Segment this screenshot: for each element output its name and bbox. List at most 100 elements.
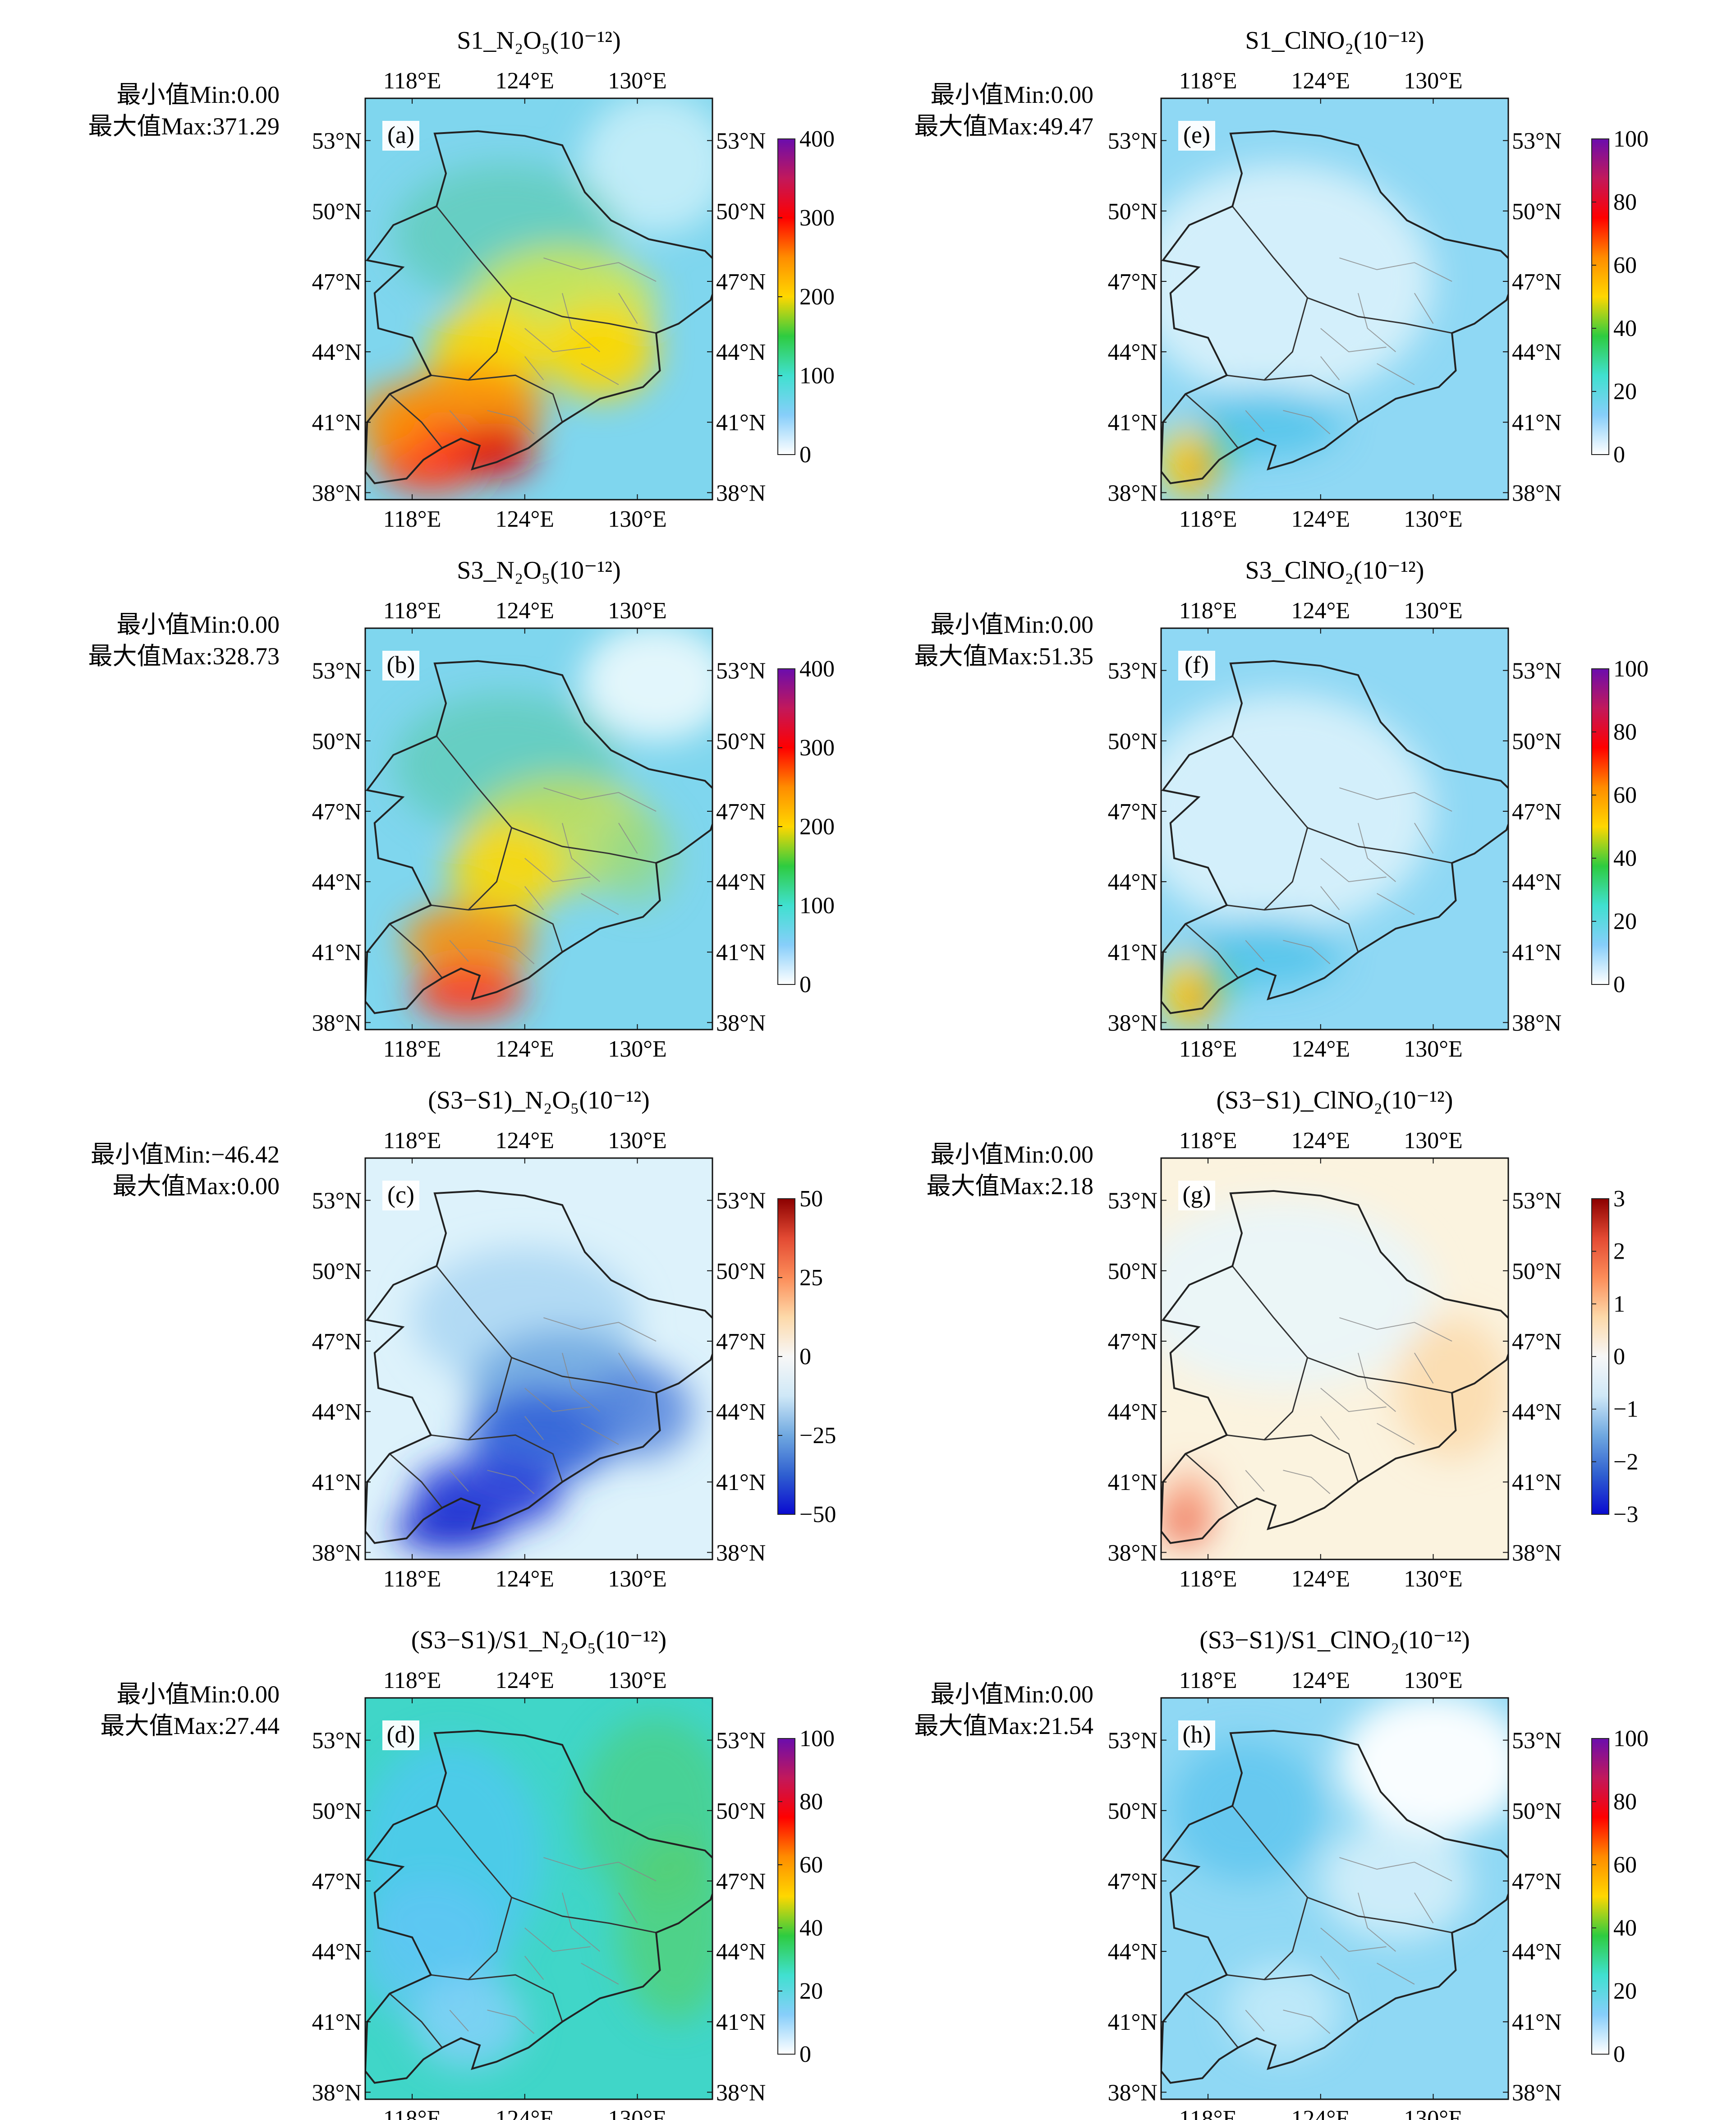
lat-label-left: 53°N	[312, 1188, 362, 1214]
lon-label-bottom: 118°E	[383, 1566, 441, 1592]
colorbar-tick-label: 100	[1613, 1726, 1649, 1752]
lon-label-bottom: 124°E	[496, 1566, 555, 1592]
lat-label-right: 53°N	[716, 658, 766, 684]
max-value-label: 最大值Max:21.54	[914, 1712, 1094, 1739]
lon-label-bottom: 118°E	[383, 506, 441, 532]
lat-label-right: 47°N	[716, 269, 766, 295]
colorbar-tick-label: 40	[1613, 316, 1637, 341]
map-frame	[1160, 627, 1509, 1030]
max-value-label: 最大值Max:49.47	[914, 113, 1094, 140]
lon-label-top: 118°E	[383, 1128, 441, 1154]
lat-label-right: 44°N	[1512, 340, 1561, 365]
colorbar-tick-label: 200	[799, 284, 835, 310]
map-frame	[364, 97, 713, 501]
lat-label-left: 47°N	[1108, 1329, 1157, 1355]
colorbar-rainbow100	[1591, 668, 1609, 985]
map-frame	[364, 627, 713, 1030]
lat-label-left: 53°N	[1108, 129, 1157, 154]
lon-label-top: 118°E	[383, 598, 441, 624]
lon-label-bottom: 118°E	[1179, 2106, 1237, 2120]
min-value-label: 最小值Min:0.00	[930, 81, 1093, 108]
colorbar-tick-label: 50	[799, 1186, 823, 1212]
panel-letter: (e)	[1183, 121, 1210, 148]
map-frame	[1160, 97, 1509, 501]
lat-label-left: 41°N	[1108, 2010, 1157, 2035]
lon-label-bottom: 118°E	[383, 2106, 441, 2120]
colorbar-tick-label: 400	[799, 656, 835, 682]
region-boundary	[365, 1729, 712, 2084]
colorbar-tick-label: 0	[1613, 442, 1625, 468]
colorbar-tick-label: 100	[799, 893, 835, 919]
map-panel-c: (S3−S1)_N₂O₅(10⁻¹²) 118°E 118°E 124°E 124°E 1…	[91, 1086, 766, 1592]
lat-label-right: 50°N	[1512, 1798, 1561, 1824]
colorbar-tick-label: 0	[799, 1344, 811, 1370]
colorbar-tick-label: 20	[1613, 379, 1637, 405]
lon-label-top: 118°E	[1179, 68, 1237, 94]
lat-label-left: 47°N	[1108, 1869, 1157, 1895]
lon-label-bottom: 124°E	[496, 1036, 555, 1062]
colorbar-tick-label: 40	[1613, 846, 1637, 871]
colorbar-tick-label: 80	[1613, 719, 1637, 745]
lon-label-bottom: 124°E	[1291, 506, 1350, 532]
map-panel-d: (S3−S1)/S1_N₂O₅(10⁻¹²) 118°E 118°E 124°E 124…	[101, 1626, 766, 2120]
panel-title: (S3−S1)_ClNO₂(10⁻¹²)	[1217, 1086, 1453, 1114]
map-panel-g: (S3−S1)_ClNO₂(10⁻¹²) 118°E 118°E 124°E 124°E…	[927, 1086, 1562, 1592]
colorbar-tick-label: 3	[1613, 1186, 1625, 1212]
lat-label-right: 41°N	[716, 940, 766, 966]
concentration-field	[365, 1158, 712, 1559]
lat-label-left: 38°N	[1108, 2080, 1157, 2106]
colorbar-tick-label: 25	[799, 1265, 823, 1291]
region-boundary	[1161, 1729, 1508, 2084]
lat-label-left: 41°N	[312, 1470, 362, 1495]
lat-label-right: 50°N	[1512, 1259, 1561, 1284]
panel-letter: (f)	[1185, 651, 1209, 678]
lat-label-left: 47°N	[1108, 799, 1157, 825]
lat-label-left: 53°N	[1108, 1188, 1157, 1214]
lat-label-right: 41°N	[716, 410, 766, 436]
colorbar-tick-label: 300	[799, 735, 835, 761]
panel-title: S1_ClNO₂(10⁻¹²)	[1245, 27, 1424, 55]
lat-label-right: 53°N	[716, 1188, 766, 1214]
lon-label-bottom: 124°E	[1291, 2106, 1350, 2120]
lat-label-left: 53°N	[1108, 658, 1157, 684]
panel-title: (S3−S1)/S1_ClNO₂(10⁻¹²)	[1199, 1626, 1470, 1654]
panel-letter: (d)	[387, 1721, 415, 1748]
lat-label-left: 38°N	[1108, 1010, 1157, 1036]
colorbar-tick-label: −1	[1613, 1397, 1638, 1422]
lon-label-bottom: 124°E	[1291, 1036, 1350, 1062]
lat-label-right: 38°N	[716, 2080, 766, 2106]
region-boundary	[365, 660, 712, 1014]
region-boundary	[1161, 1190, 1508, 1544]
colorbar-tick-label: 100	[1613, 126, 1649, 152]
region-boundary	[365, 1190, 712, 1544]
lat-label-left: 41°N	[1108, 1470, 1157, 1495]
lat-label-right: 41°N	[1512, 2010, 1561, 2035]
panel-letter: (h)	[1183, 1721, 1211, 1748]
lat-label-right: 47°N	[716, 1869, 766, 1895]
lat-label-right: 38°N	[716, 1010, 766, 1036]
panel-letter: (c)	[387, 1181, 414, 1208]
lat-label-left: 50°N	[1108, 1798, 1157, 1824]
lon-label-top: 130°E	[608, 598, 667, 624]
concentration-field	[1161, 1158, 1508, 1559]
region-boundary	[365, 130, 712, 484]
panel-letter: (b)	[387, 651, 415, 678]
lat-label-right: 41°N	[1512, 1470, 1561, 1495]
lat-label-right: 50°N	[716, 199, 766, 225]
lon-label-bottom: 118°E	[1179, 506, 1237, 532]
colorbar-tick-label: 100	[1613, 656, 1649, 682]
lat-label-left: 44°N	[1108, 340, 1157, 365]
lon-label-top: 124°E	[496, 1128, 555, 1154]
panel-title: S3_N₂O₅(10⁻¹²)	[457, 556, 621, 584]
concentration-field	[365, 1698, 712, 2099]
colorbar-tick-label: 20	[1613, 909, 1637, 934]
lat-label-left: 53°N	[312, 1728, 362, 1754]
colorbar-tick-label: 200	[799, 814, 835, 840]
lon-label-top: 130°E	[1404, 598, 1463, 624]
colorbar-tick-label: 20	[799, 1978, 823, 2004]
map-frame	[1160, 1697, 1509, 2100]
map-frame	[1160, 1157, 1509, 1560]
lat-label-right: 44°N	[716, 340, 766, 365]
lat-label-left: 38°N	[312, 1010, 362, 1036]
lat-label-right: 53°N	[1512, 1728, 1561, 1754]
